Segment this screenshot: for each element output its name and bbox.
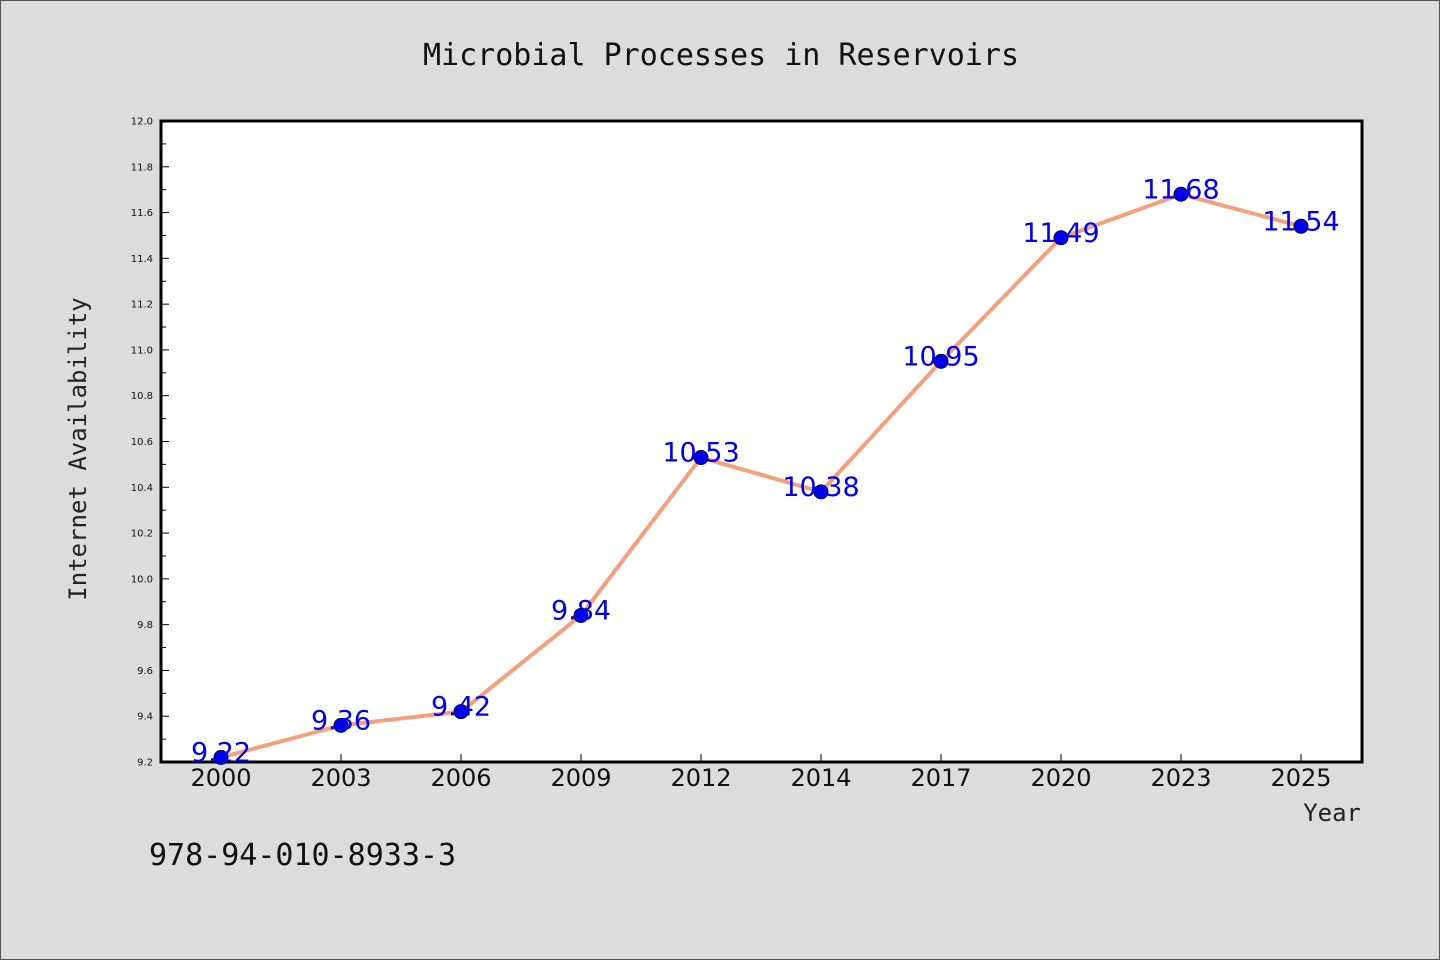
data-point [573,607,589,623]
data-label: 11.49 [1022,218,1099,249]
data-label: 9.42 [431,692,491,723]
data-point [1173,186,1189,202]
x-tick-label: 2006 [430,764,491,792]
data-point [1053,230,1069,246]
data-label: 10.95 [902,341,979,372]
data-label: 10.38 [782,472,859,503]
y-tick-label: 10.4 [131,483,153,494]
y-axis-ticks: 9.2 9.4 9.6 9.8 10.0 10.2 10.4 10.6 10.8 11.0 11.2… [131,117,169,769]
x-tick-label: 2003 [310,764,371,792]
y-tick-label: 10.8 [131,391,153,402]
x-tick-label: 2009 [550,764,611,792]
data-label: 11.68 [1142,174,1219,205]
data-labels-group: 9.22 9.36 9.42 9.84 10.53 10.38 10.95 11.49 11.6… [191,174,1340,768]
data-label: 9.36 [311,705,371,736]
series-line [220,192,1302,760]
x-tick-label: 2000 [190,764,251,792]
x-tick-label: 2017 [910,764,971,792]
data-point [1293,218,1309,234]
data-point [933,353,949,369]
data-point [333,717,349,733]
y-tick-label: 11.0 [131,345,153,356]
x-axis-ticks: 2000 2003 2006 2009 2012 2014 2017 2020 2023 2025 [190,754,1332,792]
data-point [813,484,829,500]
data-point [453,704,469,720]
data-label: 9.84 [551,595,611,626]
x-tick-label: 2020 [1030,764,1091,792]
x-tick-label: 2014 [790,764,851,792]
x-tick-label: 2012 [670,764,731,792]
y-tick-label: 9.8 [137,620,153,631]
x-tick-label: 2023 [1150,764,1211,792]
y-tick-label: 10.0 [131,574,153,585]
data-point [213,749,229,765]
y-tick-label: 9.2 [137,758,153,769]
y-tick-label: 10.2 [131,529,153,540]
y-tick-label: 9.4 [137,712,153,723]
series-line-group [213,186,1309,765]
y-tick-label: 11.2 [131,300,153,311]
y-axis-label: Internet Availability [64,297,92,600]
data-point [693,450,709,466]
x-tick-label: 2025 [1270,764,1331,792]
y-tick-label: 10.6 [131,437,153,448]
data-label: 9.22 [191,737,251,768]
x-axis-label: Year [1303,799,1361,827]
y-tick-label: 11.6 [131,208,153,219]
y-tick-label: 12.0 [131,117,153,128]
y-tick-label: 11.4 [131,254,153,265]
y-tick-label: 11.8 [131,162,153,173]
data-label: 10.53 [662,438,739,469]
data-label: 11.54 [1262,206,1339,237]
plot-area [159,119,1364,764]
isbn-annotation: 978-94-010-8933-3 [149,838,456,873]
y-tick-label: 9.6 [137,666,153,677]
chart-title: Microbial Processes in Reservoirs [423,38,1019,73]
